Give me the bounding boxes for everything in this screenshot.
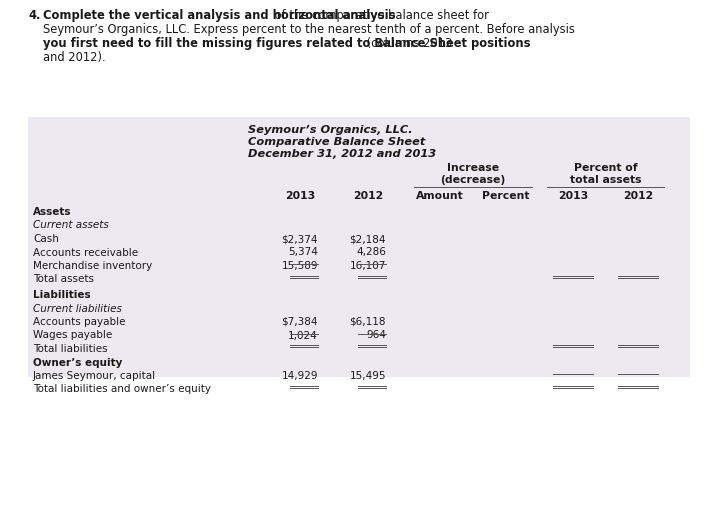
Text: Accounts payable: Accounts payable [33, 317, 126, 327]
Text: 15,589: 15,589 [281, 261, 318, 271]
Text: 4,286: 4,286 [356, 247, 386, 257]
Text: Percent of: Percent of [574, 163, 638, 173]
Text: December 31, 2012 and 2013: December 31, 2012 and 2013 [248, 149, 436, 159]
Text: (decrease): (decrease) [440, 175, 505, 185]
Text: 16,107: 16,107 [350, 261, 386, 271]
Text: 2013: 2013 [285, 191, 315, 201]
Text: James Seymour, capital: James Seymour, capital [33, 371, 156, 381]
Text: 2012: 2012 [623, 191, 653, 201]
Text: 14,929: 14,929 [281, 371, 318, 381]
Text: 964: 964 [366, 330, 386, 340]
Text: Complete the vertical analysis and horizontal analysis: Complete the vertical analysis and horiz… [43, 9, 396, 22]
Text: $2,184: $2,184 [350, 234, 386, 244]
Text: 5,374: 5,374 [288, 247, 318, 257]
Text: Seymour’s Organics, LLC. Express percent to the nearest tenth of a percent. Befo: Seymour’s Organics, LLC. Express percent… [43, 23, 575, 36]
Text: Merchandise inventory: Merchandise inventory [33, 261, 152, 271]
Text: Amount: Amount [416, 191, 464, 201]
Text: of the comparative balance sheet for: of the comparative balance sheet for [271, 9, 489, 22]
Text: $6,118: $6,118 [350, 317, 386, 327]
Text: Owner’s equity: Owner’s equity [33, 358, 122, 368]
Text: Total liabilities and owner’s equity: Total liabilities and owner’s equity [33, 385, 211, 395]
Text: Accounts receivable: Accounts receivable [33, 247, 138, 257]
Text: and 2012).: and 2012). [43, 51, 106, 64]
Text: 4.: 4. [28, 9, 40, 22]
Text: 2013: 2013 [558, 191, 588, 201]
Text: Seymour’s Organics, LLC.: Seymour’s Organics, LLC. [248, 125, 413, 135]
Text: (columns 2013: (columns 2013 [363, 37, 452, 50]
Text: $7,384: $7,384 [281, 317, 318, 327]
Text: total assets: total assets [570, 175, 641, 185]
Text: Liabilities: Liabilities [33, 290, 90, 300]
Text: Current assets: Current assets [33, 220, 108, 230]
Text: 15,495: 15,495 [350, 371, 386, 381]
Text: Total liabilities: Total liabilities [33, 344, 108, 354]
Text: Assets: Assets [33, 207, 72, 217]
Text: you first need to fill the missing figures related to Balance Sheet positions: you first need to fill the missing figur… [43, 37, 531, 50]
Text: Total assets: Total assets [33, 275, 94, 285]
Text: Comparative Balance Sheet: Comparative Balance Sheet [248, 137, 425, 147]
Text: Wages payable: Wages payable [33, 330, 112, 340]
Text: 1,024: 1,024 [288, 330, 318, 340]
Text: Cash: Cash [33, 234, 59, 244]
Text: $2,374: $2,374 [281, 234, 318, 244]
Text: Current liabilities: Current liabilities [33, 303, 122, 313]
Text: Percent: Percent [482, 191, 530, 201]
Text: 2012: 2012 [353, 191, 383, 201]
Text: Increase: Increase [447, 163, 499, 173]
Bar [28, 117, 690, 377]
